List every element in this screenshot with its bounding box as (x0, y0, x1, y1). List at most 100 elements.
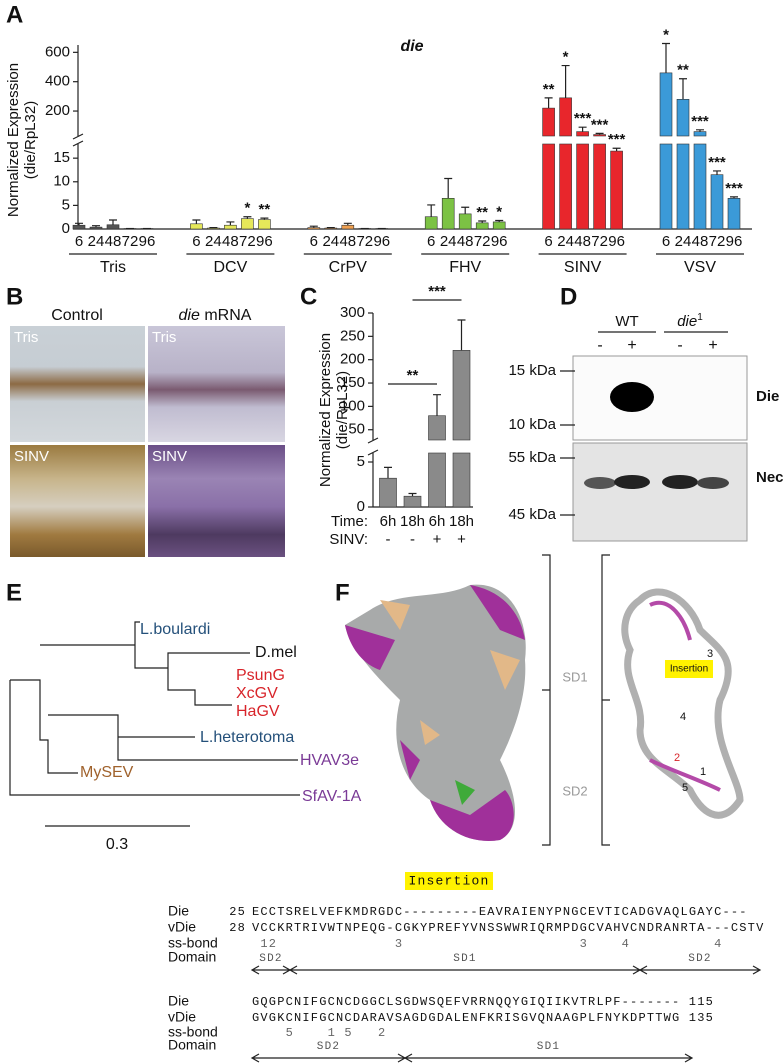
significance: ** (407, 367, 419, 384)
residue-number: 25 (229, 905, 246, 919)
x-tick-label: + (433, 531, 442, 548)
bar (258, 219, 271, 230)
insertion-highlight (405, 872, 493, 890)
bond-label: 4 (680, 711, 686, 723)
domain-arrow (638, 965, 762, 975)
x-tick-label: 96 (139, 233, 156, 250)
bar (676, 99, 690, 137)
panel-label: A (6, 1, 23, 28)
bar (559, 143, 572, 230)
x-tick-label: 48 (339, 233, 356, 250)
band-label: Die (756, 388, 779, 405)
y-tick-label: 250 (340, 327, 365, 344)
error-bar (309, 225, 318, 228)
bar (693, 131, 707, 137)
y-tick-label: 300 (340, 304, 365, 321)
y-tick-label: 150 (340, 374, 365, 391)
significance: *** (428, 283, 446, 300)
error-bar (192, 219, 201, 224)
significance: ** (476, 204, 488, 221)
row-label: Domain (168, 1037, 216, 1053)
y-tick-label: 10 (53, 173, 70, 190)
error-bar (495, 219, 504, 222)
significance: *** (574, 110, 592, 127)
tile-label: SINV (152, 448, 187, 465)
mutant-name: die (677, 313, 697, 330)
domain-label: SD2 (317, 1041, 340, 1053)
x-tick-label: 24 (205, 233, 222, 250)
group-label: CrPV (329, 259, 368, 276)
bar (428, 452, 446, 508)
x-tick-label: - (386, 531, 391, 548)
error-bar (612, 147, 621, 152)
insertion-highlight (665, 660, 713, 678)
error-bar (578, 126, 587, 132)
error-bar (433, 394, 441, 416)
bar (379, 477, 397, 508)
sequence: GQGPCNIFGCNCDGGCLSGDWSQEFVRRNQQYGIQIIKVT… (252, 995, 680, 1009)
x-tick-label: 48 (574, 233, 591, 250)
domain-label: SD1 (562, 669, 587, 684)
y-tick-label: 5 (357, 453, 365, 470)
group-label: Tris (100, 259, 126, 276)
error-bar (478, 220, 487, 223)
domain-label: SD2 (562, 783, 587, 798)
x-tick-label: 24 (322, 233, 339, 250)
x-tick-label: 72 (474, 233, 491, 250)
row-label: Die (168, 903, 189, 919)
bar (341, 224, 355, 230)
group-label: FHV (449, 259, 481, 276)
mutant-sup: 1 (697, 312, 703, 323)
domain-bracket (542, 554, 551, 846)
y-axis-label: (die/RpL32) (22, 101, 39, 179)
error-bar (544, 97, 553, 109)
band (697, 477, 729, 489)
domain-arrow (288, 965, 642, 975)
y-tick-label: 200 (45, 102, 70, 119)
bar (190, 223, 203, 230)
y-tick-label: 100 (340, 397, 365, 414)
lane-label: + (627, 337, 636, 354)
bar (542, 107, 555, 137)
bond-label: 5 (682, 782, 688, 794)
micrograph (148, 326, 285, 442)
row-label: Die (168, 993, 189, 1009)
y-tick-label: 0 (357, 498, 365, 515)
surface-patch (345, 585, 525, 841)
error-bar (343, 222, 352, 226)
lane-label: - (677, 337, 682, 354)
band (662, 475, 698, 489)
residue-number: 28 (229, 921, 246, 935)
bar (89, 226, 103, 230)
x-tick-label: 96 (726, 233, 743, 250)
marker-label: 15 kDa (508, 362, 556, 379)
error-bar (109, 219, 117, 225)
significance: *** (708, 154, 726, 171)
bar (542, 143, 555, 230)
bar (207, 227, 220, 230)
ss-bond: 5 1 5 2 (252, 1026, 386, 1040)
alignment: DievDiess-bondDomainECCTSRELVEFKMDRGDC--… (168, 903, 764, 1063)
group-label: VSV (684, 259, 716, 276)
bar (441, 198, 455, 230)
domain-bracket (601, 554, 610, 846)
bar (458, 213, 472, 230)
error-bar (444, 177, 453, 199)
x-tick-label: 18h (449, 513, 474, 530)
bar (424, 216, 438, 230)
taxon: HVAV3e (300, 752, 359, 769)
x-tick-label: 6h (429, 513, 446, 530)
panel-label: E (6, 579, 22, 606)
column-label: die mRNA (179, 307, 252, 324)
domain-arrow (403, 1053, 694, 1063)
bond-label: 2 (674, 752, 680, 764)
y-axis-label: (die/RpL32) (334, 371, 351, 449)
row-label: ss-bond (168, 1024, 218, 1040)
sequence: VCCKRTRIVWTNPEQG-CGKYPREFYVNSSWWRIQRMPDG… (252, 921, 764, 935)
insertion-label: Insertion (670, 664, 708, 675)
error-bar (561, 64, 570, 98)
gene-name: die (179, 307, 200, 324)
x-tick-label: 48 (457, 233, 474, 250)
domain-arrow (250, 1053, 407, 1063)
